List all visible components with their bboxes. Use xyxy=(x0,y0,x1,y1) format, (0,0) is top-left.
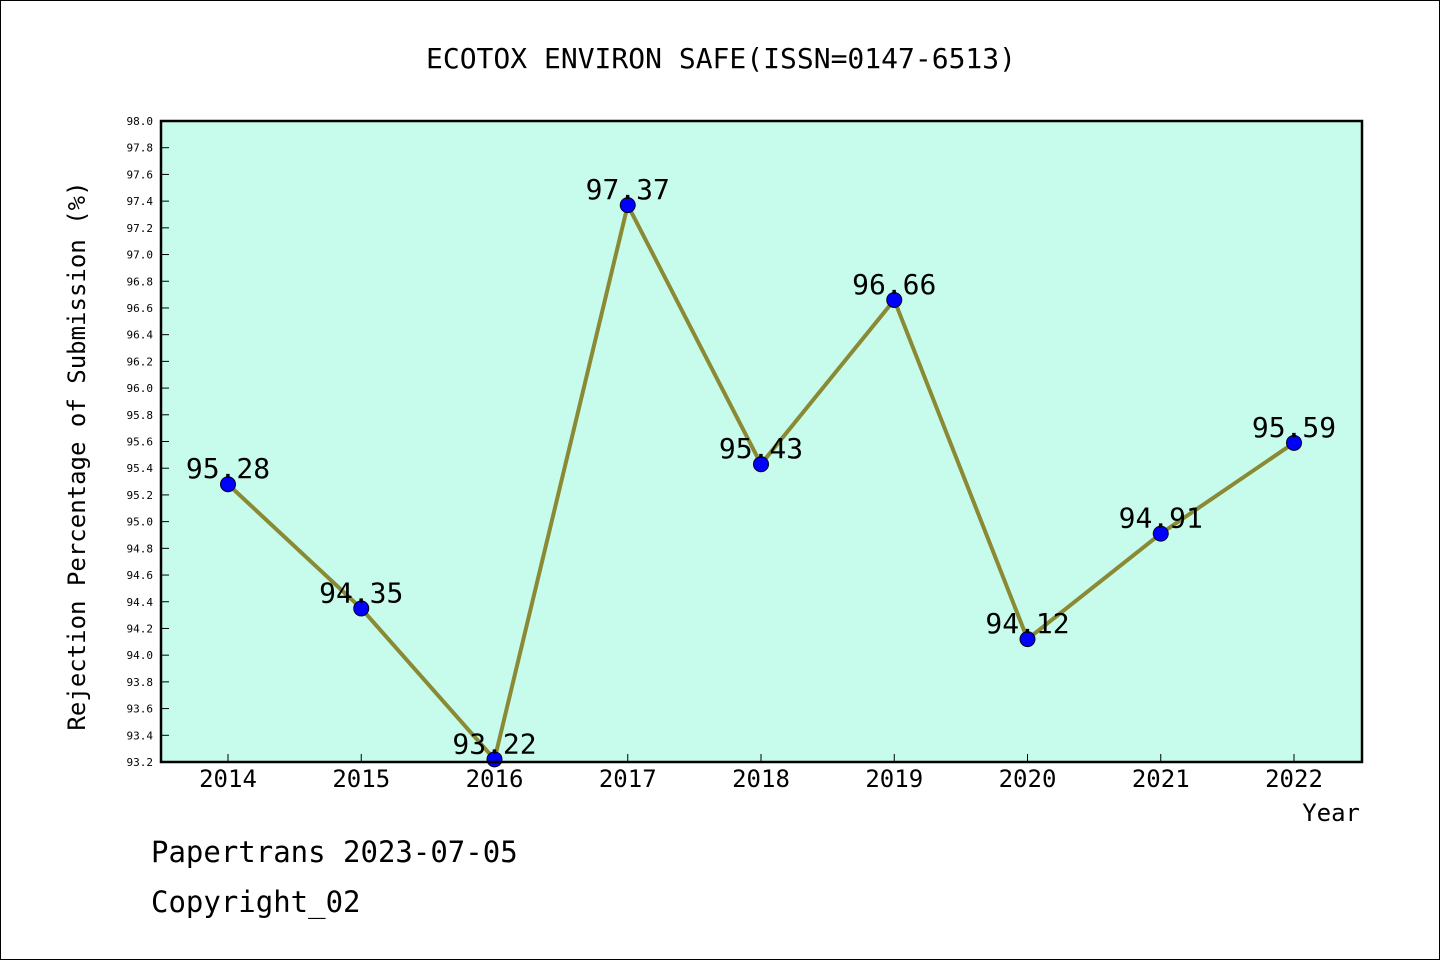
y-tick-label: 95.4 xyxy=(127,462,154,475)
footer-date: Papertrans 2023-07-05 xyxy=(151,835,518,869)
data-point xyxy=(1286,434,1302,451)
y-tick-label: 94.2 xyxy=(127,622,154,635)
y-tick-label: 97.8 xyxy=(127,142,154,155)
x-axis-label: Year xyxy=(1302,799,1360,827)
data-label: 94.91 xyxy=(1119,502,1203,535)
y-tick-label: 94.0 xyxy=(127,649,154,662)
y-tick-label: 98.0 xyxy=(127,115,154,128)
series-markers xyxy=(220,197,1302,768)
x-tick-label: 2018 xyxy=(732,765,790,793)
data-label: 95.28 xyxy=(186,452,270,485)
y-axis-label: Rejection Percentage of Submission (%) xyxy=(63,181,91,730)
data-label: 93.22 xyxy=(452,727,536,760)
x-tick-label: 2015 xyxy=(332,765,390,793)
y-tick-label: 94.6 xyxy=(127,569,154,582)
x-tick-label: 2021 xyxy=(1132,765,1190,793)
y-tick-label: 97.0 xyxy=(127,249,154,262)
x-tick-label: 2016 xyxy=(466,765,524,793)
y-tick-label: 94.4 xyxy=(127,596,154,609)
data-point xyxy=(753,456,769,473)
y-tick-label: 97.4 xyxy=(127,195,154,208)
data-point xyxy=(619,197,636,214)
data-point xyxy=(1019,631,1036,648)
x-tick-label: 2017 xyxy=(599,765,657,793)
data-label: 96.66 xyxy=(852,268,936,301)
y-tick-label: 96.2 xyxy=(127,355,154,368)
x-axis: 2014 2015 2016 2017 2018 2019 2020 2021 2022 xyxy=(199,754,1323,793)
data-point xyxy=(1152,525,1169,542)
x-tick-label: 2019 xyxy=(865,765,923,793)
y-tick-label: 96.0 xyxy=(127,382,154,395)
chart-title: ECOTOX ENVIRON SAFE(ISSN=0147-6513) xyxy=(426,42,1016,75)
data-label: 95.59 xyxy=(1252,411,1336,444)
y-tick-label: 93.2 xyxy=(127,756,154,769)
y-tick-label: 93.6 xyxy=(127,703,154,716)
y-tick-label: 97.6 xyxy=(127,168,154,181)
data-labels: 95.28 94.35 93.22 97.37 95.43 96.66 94.12 94.91… xyxy=(186,173,1336,760)
plot-border xyxy=(159,119,1364,764)
y-axis: 93.2 93.4 93.6 93.8 94.0 94.2 94.4 94.6 94.8 95.0… xyxy=(127,115,169,769)
y-tick-label: 94.8 xyxy=(127,542,154,555)
data-label: 95.43 xyxy=(719,432,803,465)
y-tick-label: 93.8 xyxy=(127,676,154,689)
footer-copyright: Copyright_02 xyxy=(151,885,361,919)
x-tick-label: 2020 xyxy=(999,765,1057,793)
y-tick-label: 95.2 xyxy=(127,489,154,502)
y-tick-label: 97.2 xyxy=(127,222,154,235)
y-tick-label: 96.8 xyxy=(127,275,154,288)
y-tick-label: 93.4 xyxy=(127,729,154,742)
x-tick-label: 2014 xyxy=(199,765,257,793)
y-tick-label: 95.8 xyxy=(127,409,154,422)
data-label: 94.35 xyxy=(319,576,403,609)
data-label: 97.37 xyxy=(586,173,670,206)
data-label: 94.12 xyxy=(985,607,1069,640)
y-tick-label: 96.6 xyxy=(127,302,154,315)
plot-area xyxy=(161,121,1362,762)
data-point xyxy=(886,291,903,308)
y-tick-label: 95.0 xyxy=(127,516,154,529)
y-tick-label: 95.6 xyxy=(127,436,154,449)
y-tick-label: 96.4 xyxy=(127,329,154,342)
data-point xyxy=(220,476,236,493)
x-tick-label: 2022 xyxy=(1265,765,1323,793)
data-point xyxy=(353,600,370,617)
